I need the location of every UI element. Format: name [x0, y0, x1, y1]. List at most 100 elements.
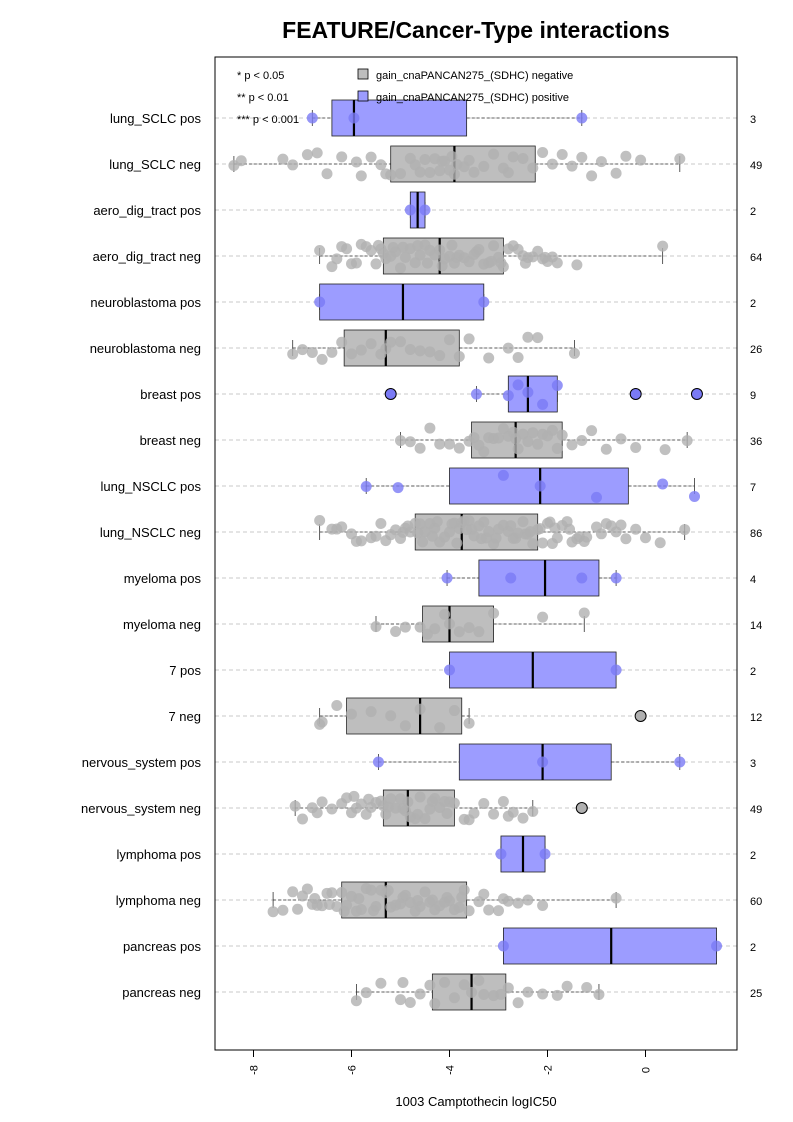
- point-lung-nsclc-neg: [615, 519, 627, 531]
- point-aero-dig-tract-neg: [446, 239, 458, 251]
- point-aero-dig-tract-neg: [485, 255, 497, 267]
- group-count-breast-pos: 9: [750, 390, 756, 402]
- outlier-7-neg: [634, 710, 647, 722]
- point-neuroblastoma-neg: [512, 352, 524, 364]
- point-lymphoma-neg: [397, 891, 409, 903]
- point-lymphoma-neg: [338, 905, 350, 917]
- point-aero-dig-tract-neg: [395, 262, 406, 274]
- point-lung-sclc-neg: [448, 168, 460, 180]
- point-lung-nsclc-pos: [392, 482, 404, 494]
- point-myeloma-neg: [439, 608, 451, 620]
- point-myeloma-neg: [370, 621, 382, 633]
- point-lung-nsclc-neg: [605, 520, 617, 532]
- point-nervous-system-neg: [463, 814, 475, 826]
- point-neuroblastoma-neg: [287, 348, 299, 360]
- point-pancreas-neg: [581, 981, 593, 993]
- point-breast-neg: [493, 432, 504, 444]
- point-lung-nsclc-pos: [497, 469, 509, 481]
- point-myeloma-neg: [390, 625, 402, 637]
- point-lung-sclc-neg: [468, 166, 480, 178]
- point-breast-pos: [512, 379, 524, 391]
- plot-frame: [214, 56, 738, 1051]
- point-breast-neg: [424, 422, 436, 434]
- point-lung-nsclc-neg: [370, 530, 382, 542]
- point-lung-sclc-neg: [365, 151, 377, 163]
- point-neuroblastoma-neg: [306, 347, 318, 359]
- point-breast-neg: [566, 439, 578, 451]
- point-lymphoma-neg: [277, 904, 289, 916]
- point-lung-nsclc-neg: [620, 533, 632, 545]
- point-neuroblastoma-neg: [395, 336, 406, 348]
- group-count-pancreas-pos: 2: [750, 942, 756, 954]
- group-label-lung-nsclc-neg: lung_NSCLC neg: [100, 525, 201, 540]
- point-aero-dig-tract-neg: [451, 251, 463, 263]
- point-nervous-system-neg: [385, 793, 397, 805]
- point-breast-neg: [681, 435, 693, 447]
- point-lung-nsclc-neg: [551, 532, 563, 544]
- point-lung-sclc-neg: [277, 153, 289, 165]
- point-neuroblastoma-neg: [532, 332, 544, 344]
- point-neuroblastoma-neg: [404, 343, 416, 355]
- point-neuroblastoma-neg: [483, 352, 495, 364]
- group-count-lung-sclc-neg: 49: [750, 160, 762, 172]
- point-breast-pos: [551, 379, 563, 391]
- point-lung-sclc-neg: [311, 147, 323, 159]
- point-lung-nsclc-neg: [654, 537, 666, 549]
- point-breast-neg: [527, 427, 539, 439]
- point-myeloma-neg: [473, 626, 485, 638]
- point-pancreas-neg: [473, 975, 485, 987]
- point-lymphoma-neg: [365, 884, 377, 896]
- legend-swatch-positive: [357, 90, 369, 102]
- point-neuroblastoma-neg: [568, 347, 580, 359]
- point-lung-nsclc-neg: [490, 532, 502, 544]
- point-myeloma-neg: [537, 611, 549, 623]
- group-count-breast-neg: 36: [750, 436, 762, 448]
- point-lung-sclc-neg: [419, 154, 431, 166]
- point-myeloma-neg: [399, 621, 411, 633]
- group-label-neuroblastoma-neg: neuroblastoma neg: [90, 341, 201, 356]
- point-lung-nsclc-neg: [466, 523, 478, 535]
- point-neuroblastoma-neg: [326, 346, 338, 358]
- group-label-lymphoma-neg: lymphoma neg: [116, 893, 201, 908]
- point-lung-sclc-neg: [424, 167, 436, 179]
- point-neuroblastoma-neg: [365, 338, 377, 350]
- point-nervous-system-neg: [426, 795, 438, 807]
- point-pancreas-neg: [512, 997, 524, 1009]
- point-aero-dig-tract-neg: [495, 257, 507, 269]
- point-neuroblastoma-neg: [355, 344, 367, 356]
- legend: * p < 0.05 ** p < 0.01 *** p < 0.001 gai…: [237, 68, 573, 126]
- point-aero-dig-tract-neg: [488, 240, 500, 252]
- point-nervous-system-neg: [448, 797, 460, 809]
- group-label-pancreas-pos: pancreas pos: [123, 939, 202, 954]
- point-lung-sclc-neg: [620, 150, 632, 162]
- point-lung-nsclc-neg: [426, 530, 438, 542]
- point-aero-dig-tract-neg: [387, 242, 399, 254]
- point-pancreas-neg: [522, 986, 534, 998]
- point-lung-sclc-neg: [595, 156, 607, 168]
- point-7-pos: [610, 664, 622, 676]
- point-lung-nsclc-pos: [534, 480, 546, 492]
- group-label-myeloma-neg: myeloma neg: [123, 617, 201, 632]
- point-aero-dig-tract-neg: [421, 257, 433, 269]
- point-lymphoma-neg: [478, 888, 490, 900]
- group-count-lung-nsclc-pos: 7: [750, 482, 756, 494]
- point-lymphoma-neg: [309, 892, 321, 904]
- point-lung-nsclc-neg: [505, 520, 517, 532]
- point-lung-sclc-neg: [610, 167, 622, 179]
- point-7-neg: [399, 720, 411, 732]
- legend-significance-2: ** p < 0.01: [237, 92, 289, 104]
- point-lung-sclc-neg: [436, 155, 448, 167]
- point-lung-nsclc-neg: [524, 526, 536, 538]
- group-count-nervous-system-neg: 49: [750, 804, 762, 816]
- point-nervous-system-neg: [517, 812, 529, 824]
- point-lung-sclc-neg: [537, 146, 549, 158]
- point-aero-dig-tract-neg: [350, 257, 362, 269]
- x-tick-label-3: -2: [543, 1065, 555, 1075]
- point-aero-dig-tract-neg: [519, 257, 531, 269]
- group-count-myeloma-pos: 4: [750, 574, 756, 586]
- point-neuroblastoma-neg: [444, 334, 455, 346]
- point-lung-nsclc-neg: [314, 514, 326, 526]
- group-labels: lung_SCLC pos lung_SCLC neg aero_dig_tract…: [81, 111, 201, 1000]
- point-pancreas-neg: [395, 994, 406, 1006]
- point-nervous-system-neg: [316, 796, 328, 808]
